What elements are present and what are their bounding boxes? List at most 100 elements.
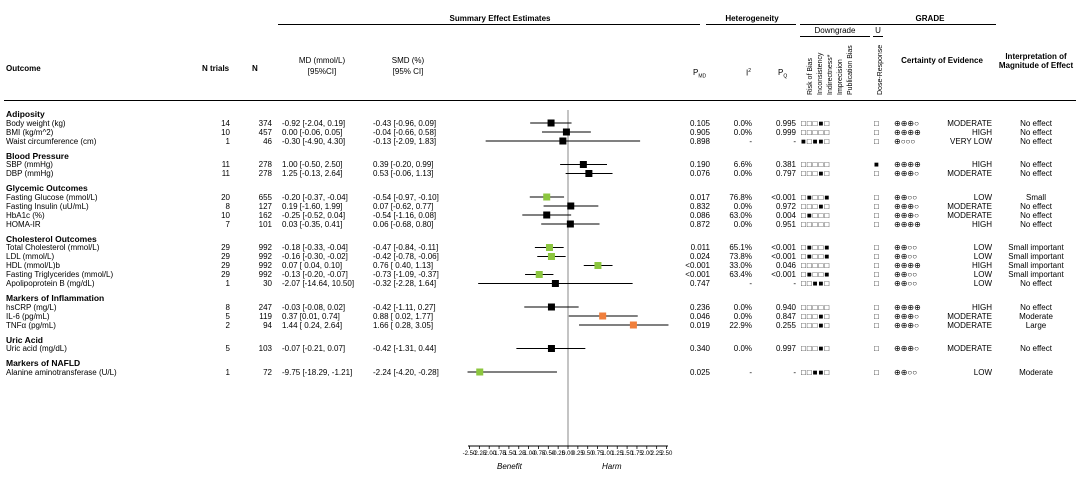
point-estimate xyxy=(543,211,551,219)
pmd-cell: 0.905 xyxy=(689,127,710,137)
certainty-symbols: ⊕⊕⊕○ xyxy=(894,201,919,211)
pq-cell: 0.046 xyxy=(775,261,796,270)
n-cell: 655 xyxy=(258,192,272,202)
n-cell: 30 xyxy=(263,279,272,288)
pq-cell: 0.004 xyxy=(775,210,796,220)
smd-cell: -0.42 [-1.11, 0.27] xyxy=(373,302,436,312)
certainty-symbols: ⊕⊕○○ xyxy=(894,243,918,252)
pmd-cell: 0.025 xyxy=(689,367,710,377)
md-cell: 0.07 [ 0.04, 0.10] xyxy=(282,261,343,270)
certainty-symbols: ⊕⊕⊕○ xyxy=(894,118,919,128)
certainty-symbols: ⊕⊕⊕⊕ xyxy=(894,219,921,229)
certainty-symbols: ⊕⊕○○ xyxy=(894,252,918,261)
certainty-level: LOW xyxy=(973,367,992,377)
certainty-symbols: ⊕⊕○○ xyxy=(894,270,918,279)
i2-cell: - xyxy=(749,136,752,146)
summary-header: Summary Effect Estimates xyxy=(449,14,551,23)
pq-cell: - xyxy=(793,136,796,146)
x-tick-label: -1.00 xyxy=(521,451,536,457)
i2-cell: 73.8% xyxy=(729,252,752,261)
outcome-cell: Alanine aminotransferase (U/L) xyxy=(6,367,117,377)
i2-cell: 65.1% xyxy=(729,243,752,252)
pq-cell: - xyxy=(793,279,796,288)
dose-cell: □ xyxy=(874,302,880,312)
i2-cell: 0.0% xyxy=(733,169,752,178)
outcome-cell: Total Cholesterol (mmol/L) xyxy=(6,243,100,252)
outcome-cell: TNFα (pg/mL) xyxy=(6,320,56,330)
n-cell: 247 xyxy=(258,302,272,312)
interpretation-col-header: Interpretation of Magnitude of Effect xyxy=(998,52,1074,70)
smd-cell: 0.39 [-0.20, 0.99] xyxy=(373,160,434,169)
md-cell: 0.00 [-0.06, 0.05] xyxy=(282,127,343,137)
pmd-cell: 0.747 xyxy=(689,279,710,288)
n-cell: 457 xyxy=(258,127,272,137)
n-cell: 103 xyxy=(258,344,272,353)
x-tick-label: -1.75 xyxy=(492,451,506,457)
outcome-cell: IL-6 (pg/mL) xyxy=(6,311,50,321)
pmd-col-header: PMD xyxy=(693,68,707,80)
point-estimate xyxy=(547,345,555,352)
interpretation-cell: No effect xyxy=(1020,136,1052,146)
pq-col-header: PQ xyxy=(778,68,788,80)
interpretation-cell: Large xyxy=(1025,320,1047,330)
md-col-header: MD (mmol/L) xyxy=(298,56,346,65)
outcome-cell: BMI (kg/m^2) xyxy=(6,127,54,137)
dose-cell: □ xyxy=(874,210,880,220)
section-title: Cholesterol Outcomes xyxy=(6,233,97,244)
n-trials-col-header: N trials xyxy=(202,64,230,73)
dose-cell: □ xyxy=(874,127,880,137)
i2-cell: 63.4% xyxy=(729,270,752,279)
certainty-symbols: ⊕⊕⊕⊕ xyxy=(894,160,921,169)
x-tick-label: 0.75 xyxy=(591,451,604,457)
x-tick-label: 2.00 xyxy=(640,451,653,457)
x-tick-label: -1.50 xyxy=(502,451,516,457)
grade-cell: □□□■□ xyxy=(801,344,831,353)
x-tick-label: 2.50 xyxy=(660,451,673,457)
pmd-cell: 0.236 xyxy=(689,302,710,312)
outcome-cell: SBP (mmHg) xyxy=(6,160,53,169)
md-cell: -0.92 [-2.04, 0.19] xyxy=(282,118,346,128)
interpretation-cell: Moderate xyxy=(1019,367,1053,377)
interpretation-cell: No effect xyxy=(1020,279,1052,288)
outcome-cell: Fasting Glucose (mmol/L) xyxy=(6,192,98,202)
trials-cell: 5 xyxy=(225,311,230,321)
smd-cell: -0.54 [-1.16, 0.08] xyxy=(373,210,437,220)
smd-cell: -0.42 [-0.78, -0.06] xyxy=(373,252,439,261)
i2-cell: 63.0% xyxy=(729,210,752,220)
pmd-cell: 0.046 xyxy=(689,311,710,321)
certainty-level: LOW xyxy=(973,270,992,279)
x-tick-label: -0.75 xyxy=(531,451,546,457)
smd-cell: -0.73 [-1.09, -0.37] xyxy=(373,270,439,279)
certainty-level: MODERATE xyxy=(947,344,992,353)
certainty-level: LOW xyxy=(973,279,992,288)
certainty-symbols: ⊕⊕⊕○ xyxy=(894,311,919,321)
pq-cell: 0.997 xyxy=(775,344,796,353)
pq-cell: 0.940 xyxy=(775,302,796,312)
n-cell: 374 xyxy=(258,118,272,128)
point-estimate xyxy=(599,312,607,320)
n-cell: 119 xyxy=(259,311,272,321)
outcome-cell: Fasting Insulin (uU/mL) xyxy=(6,201,89,211)
certainty-symbols: ⊕⊕○○ xyxy=(894,367,918,377)
certainty-symbols: ⊕⊕⊕○ xyxy=(894,344,919,353)
i2-cell: 0.0% xyxy=(733,201,752,211)
point-estimate xyxy=(551,280,559,287)
n-cell: 72 xyxy=(263,367,272,377)
certainty-level: HIGH xyxy=(972,261,992,270)
n-cell: 278 xyxy=(258,169,272,178)
grade-cell: □□□□□ xyxy=(801,261,831,270)
md-cell: -0.07 [-0.21, 0.07] xyxy=(282,344,346,353)
outcome-cell: HDL (mmol/L)b xyxy=(6,261,60,270)
pmd-cell: 0.024 xyxy=(689,252,710,261)
outcome-cell: hsCRP (mg/L) xyxy=(6,302,57,312)
certainty-symbols: ⊕⊕○○ xyxy=(894,192,918,202)
i2-cell: - xyxy=(749,279,752,288)
trials-cell: 11 xyxy=(221,160,230,169)
trials-cell: 1 xyxy=(225,279,230,288)
outcome-cell: Waist circumference (cm) xyxy=(6,136,97,146)
certainty-level: HIGH xyxy=(972,127,992,137)
certainty-level: MODERATE xyxy=(947,210,992,220)
md-cell: -9.75 [-18.29, -1.21] xyxy=(282,367,353,377)
x-tick-label: -2.25 xyxy=(472,451,487,457)
i2-cell: 0.0% xyxy=(733,344,752,353)
